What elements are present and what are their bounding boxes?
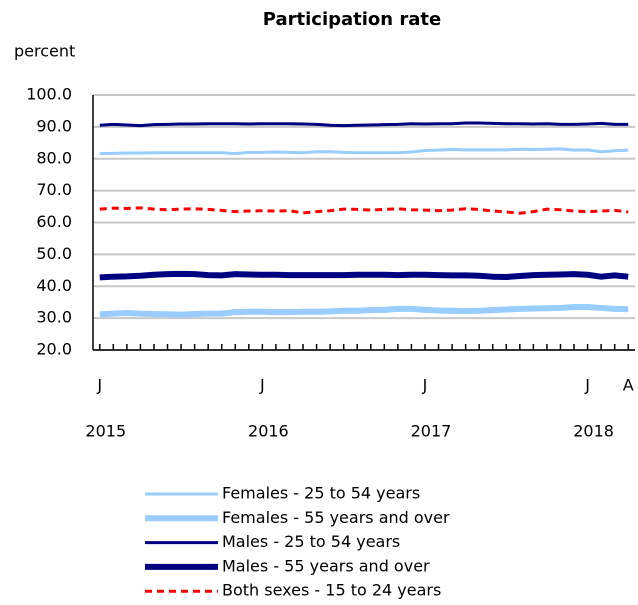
year-label: 2018 xyxy=(573,422,614,441)
year-label: 2017 xyxy=(411,422,452,441)
y-tick-label: 30.0 xyxy=(36,308,72,327)
x-tick-label: J xyxy=(96,376,102,395)
series-line xyxy=(99,121,629,128)
legend-label: Females - 55 years and over xyxy=(222,508,450,527)
legend-label: Both sexes - 15 to 24 years xyxy=(222,581,441,600)
y-tick-label: 90.0 xyxy=(36,116,72,135)
y-tick-label: 100.0 xyxy=(26,85,72,104)
legend-label: Males - 55 years and over xyxy=(222,556,430,575)
legend-label: Females - 25 to 54 years xyxy=(222,484,420,503)
x-tick-label: J xyxy=(259,376,265,395)
y-tick-label: 60.0 xyxy=(36,212,72,231)
y-tick-label: 70.0 xyxy=(36,180,72,199)
series-line xyxy=(99,147,629,156)
chart-title: Participation rate xyxy=(263,9,441,30)
series-line xyxy=(99,303,629,318)
y-tick-label: 20.0 xyxy=(36,340,72,359)
y-tick-label: 40.0 xyxy=(36,276,72,295)
series-line xyxy=(99,270,629,281)
x-tick-label: J xyxy=(584,376,590,395)
x-tick-label: J xyxy=(422,376,428,395)
year-label: 2016 xyxy=(248,422,289,441)
year-label: 2015 xyxy=(85,422,126,441)
y-tick-label: 80.0 xyxy=(36,148,72,167)
x-tick-label: A xyxy=(623,376,634,395)
y-tick-label: 50.0 xyxy=(36,244,72,263)
legend-label: Males - 25 to 54 years xyxy=(222,532,400,551)
y-axis-label: percent xyxy=(14,42,75,61)
series-line xyxy=(99,206,629,215)
